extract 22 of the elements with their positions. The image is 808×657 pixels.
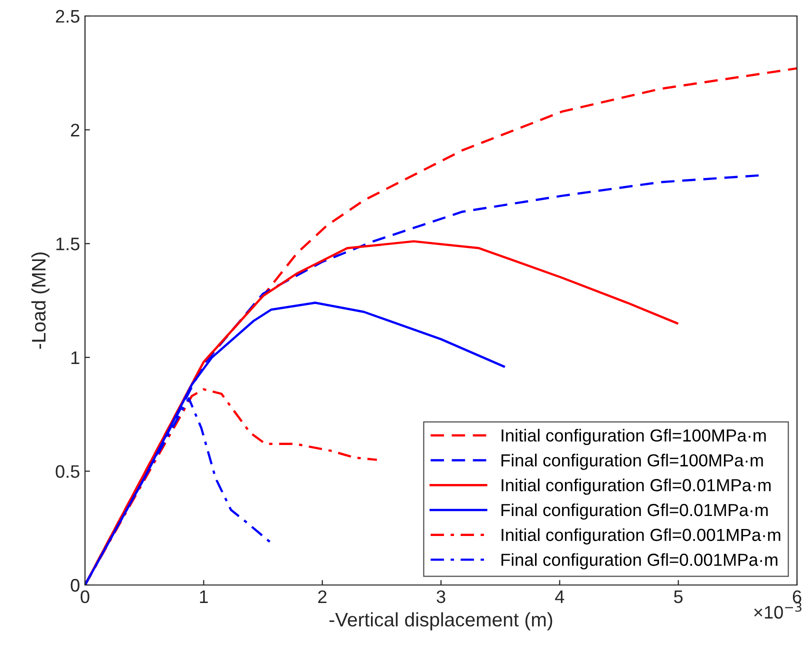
y-tick-label: 2 bbox=[71, 124, 80, 136]
y-tick-label: 1.5 bbox=[56, 238, 80, 250]
legend-label: Initial configuration Gfl=0.01MPa·m bbox=[502, 478, 771, 495]
text: ×10$^{−3}$ bbox=[754, 602, 802, 619]
legend-label: Initial configuration Gfl=0.001MPa·m bbox=[502, 528, 780, 545]
x-tick-label: 2 bbox=[318, 590, 326, 603]
legend-label: Final configuration Gfl=0.01MPa·m bbox=[502, 503, 768, 520]
y-tick-label: 2.5 bbox=[56, 10, 80, 23]
x-tick-label: 6 bbox=[792, 590, 802, 604]
x-tick-label: 3 bbox=[436, 590, 446, 604]
y-tick-label: 1 bbox=[71, 352, 80, 364]
y-tick-label: 0.5 bbox=[56, 465, 80, 478]
x-tick-label: 0 bbox=[80, 590, 90, 604]
x-tick-label: 1 bbox=[200, 590, 208, 603]
x-axis-title: -Vertical displacement (m) bbox=[329, 612, 552, 630]
legend-label: Initial configuration Gfl=100MPa·m bbox=[502, 428, 766, 446]
legend-label: Final configuration Gfl=100MPa·m bbox=[502, 454, 763, 470]
y-axis-title: -Load (MN) bbox=[31, 252, 50, 349]
legend-label: Final configuration Gfl=0.001MPa·m bbox=[502, 553, 778, 570]
x-tick-label: 4 bbox=[555, 590, 564, 603]
x-tick-label: 5 bbox=[674, 590, 683, 604]
y-tick-label: 0 bbox=[70, 578, 80, 592]
